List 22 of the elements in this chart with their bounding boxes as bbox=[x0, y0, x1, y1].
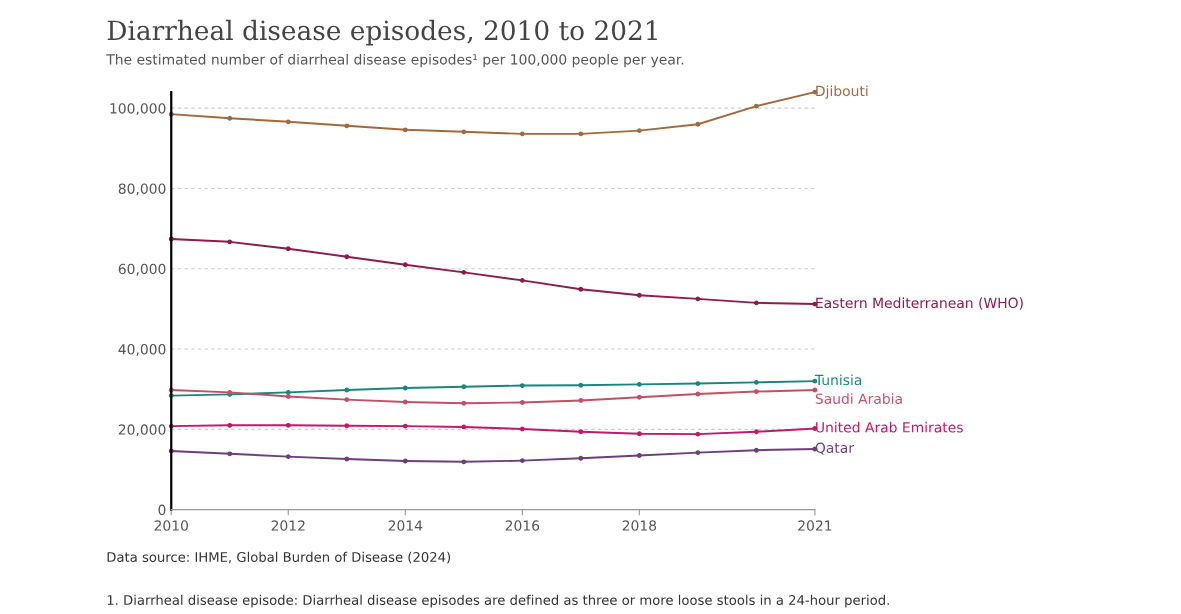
x-tick-label: 2014 bbox=[388, 520, 423, 531]
series-label: Qatar bbox=[815, 442, 854, 455]
y-tick-label: 100,000 bbox=[110, 103, 166, 116]
x-tick-label: 2018 bbox=[622, 520, 657, 531]
chart-title: Diarrheal disease episodes, 2010 to 2021 bbox=[107, 19, 657, 46]
text: 1. Diarrheal disease episode: Diarrheal disease episodes are defined as three or more loose stools in a 24-hour period. bbox=[107, 594, 889, 608]
x-tick-label: 2012 bbox=[271, 520, 305, 531]
series-label: Saudi Arabia bbox=[815, 393, 902, 404]
series-label: Eastern Mediterranean (WHO) bbox=[816, 297, 1023, 310]
source-note: Data source: IHME, Global Burden of Disease (2024) bbox=[107, 551, 451, 564]
y-tick-label: 0 bbox=[158, 504, 166, 516]
series-label: Djibouti bbox=[816, 85, 868, 99]
x-tick-label: 2010 bbox=[154, 520, 188, 531]
y-tick-label: 40,000 bbox=[118, 344, 166, 356]
y-tick-label: 80,000 bbox=[118, 183, 166, 196]
y-tick-label: 60,000 bbox=[118, 263, 166, 276]
x-tick-label: 2021 bbox=[798, 520, 832, 531]
series-label: Tunisia bbox=[814, 374, 862, 386]
y-tick-label: 20,000 bbox=[118, 424, 166, 437]
series-label: United Arab Emirates bbox=[816, 421, 963, 433]
chart-subtitle: The estimated number of diarrheal disease episodes¹ per 100,000 people per year. bbox=[106, 53, 684, 68]
x-tick-label: 2016 bbox=[505, 520, 540, 531]
